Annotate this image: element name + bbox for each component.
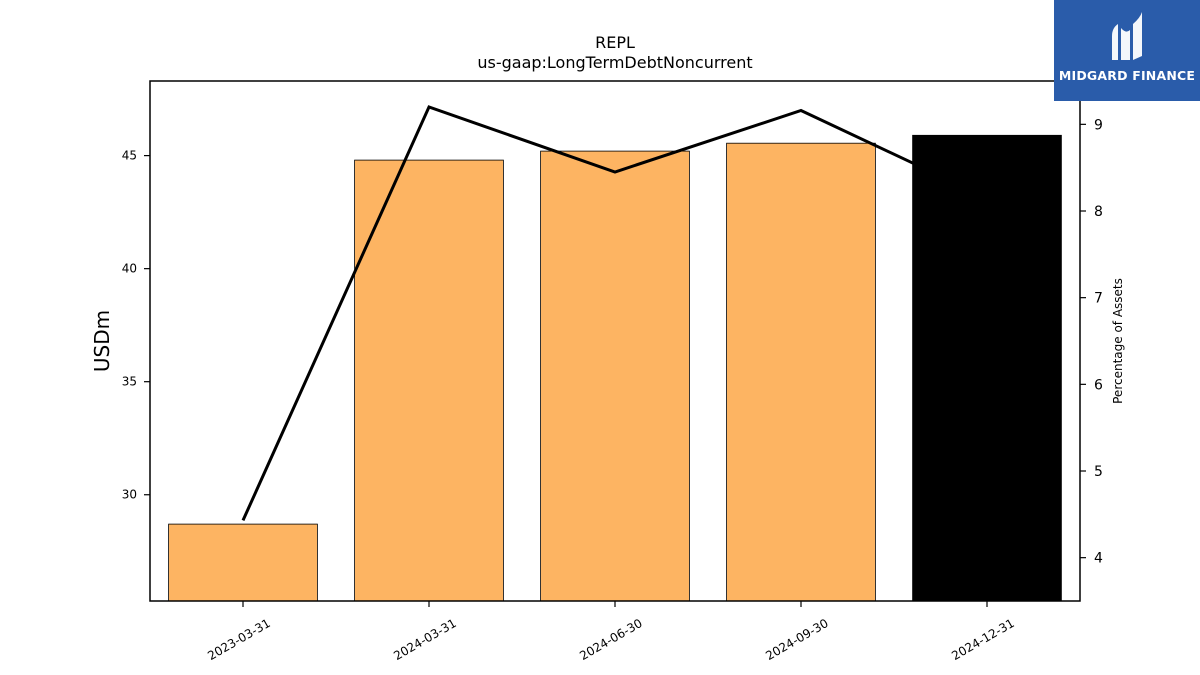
y-tick-label: 35 [122, 375, 137, 389]
y-right-tick-label: 5 [1094, 464, 1103, 480]
line-layer [241, 105, 988, 522]
y-tick-label: 40 [122, 262, 137, 276]
left-axis-ticks: 30 35 40 45 [122, 149, 150, 502]
x-tick-label: 2024-03-31 [391, 616, 458, 663]
y-tick-label: 45 [122, 149, 137, 163]
y-axis-label: USDm [90, 310, 114, 372]
logo-mark-icon [1112, 12, 1142, 60]
logo: MIDGARD FINANCE [1054, 0, 1200, 101]
bar-2024-03-31 [354, 159, 504, 602]
x-tick-label: 2024-12-31 [949, 616, 1016, 663]
right-axis-ticks: 4 5 6 7 8 9 [1080, 117, 1103, 567]
logo-text: MIDGARD FINANCE [1058, 68, 1196, 83]
bar-2023-03-31 [168, 523, 318, 602]
bar-2024-09-30 [726, 142, 876, 602]
x-tick-label: 2024-06-30 [577, 616, 644, 663]
y-axis-right-label: Percentage of Assets [1111, 278, 1125, 404]
x-tick-label: 2024-09-30 [763, 616, 830, 663]
bar-2024-06-30 [540, 150, 690, 602]
bar-2024-12-31 [912, 134, 1062, 602]
y-tick-label: 30 [122, 488, 137, 502]
percentage-line [241, 105, 988, 522]
y-right-tick-label: 8 [1094, 204, 1103, 220]
chart-subtitle: us-gaap:LongTermDebtNoncurrent [477, 53, 752, 72]
chart-title: REPL [595, 33, 635, 52]
x-tick-label: 2023-03-31 [205, 616, 272, 663]
y-right-tick-label: 9 [1094, 117, 1103, 133]
y-right-tick-label: 7 [1094, 291, 1103, 307]
y-right-tick-label: 4 [1094, 551, 1103, 567]
bars-layer [168, 134, 1062, 602]
y-right-tick-label: 6 [1094, 377, 1103, 393]
x-axis-ticks: 2023-03-31 2024-03-31 2024-06-30 2024-09-30… [205, 601, 1017, 663]
